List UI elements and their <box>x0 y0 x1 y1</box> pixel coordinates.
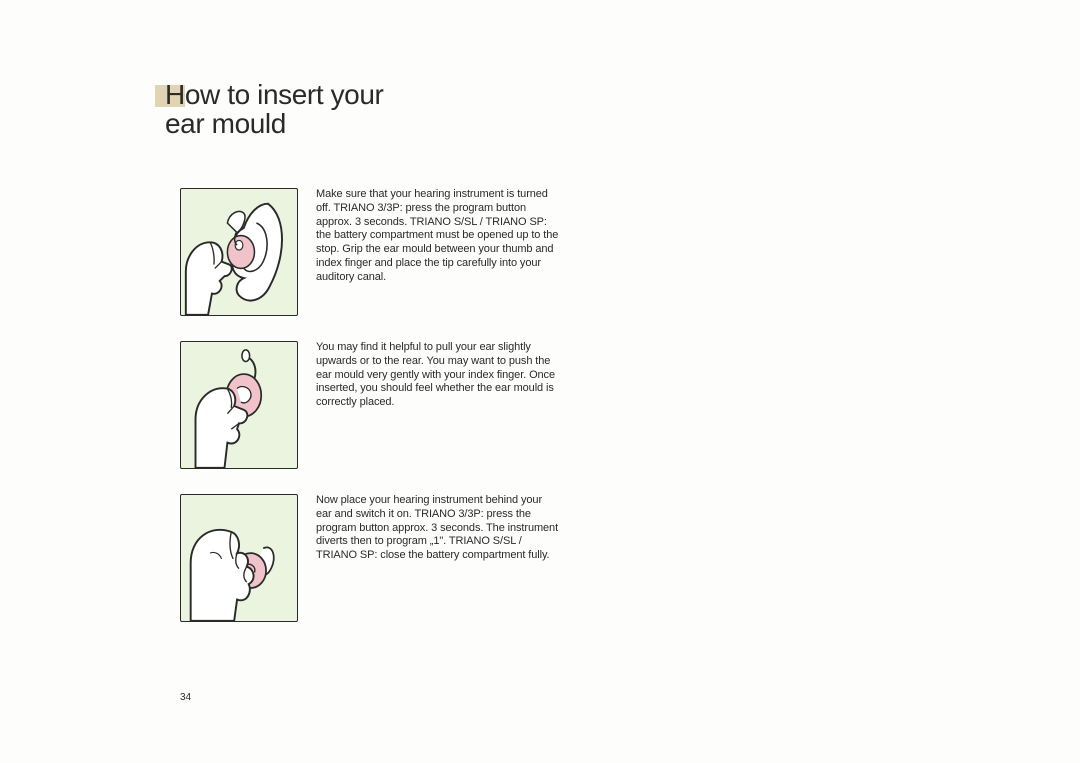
step-1-illustration <box>180 188 298 316</box>
step-2-illustration <box>180 341 298 469</box>
page: How to insert your ear mould <box>0 0 1080 763</box>
step-2: You may find it helpful to pull your ear… <box>180 341 560 469</box>
step-3: Now place your hearing instrument behind… <box>180 494 560 622</box>
page-number: 34 <box>180 692 191 703</box>
page-title: How to insert your ear mould <box>165 80 383 139</box>
earmould-place-icon <box>181 495 297 621</box>
step-3-illustration <box>180 494 298 622</box>
step-2-text: You may find it helpful to pull your ear… <box>316 341 560 410</box>
earmould-insert-icon <box>181 189 297 315</box>
step-1-text: Make sure that your hearing instrument i… <box>316 188 560 284</box>
title-line1: How to insert your <box>165 80 383 109</box>
steps-container: Make sure that your hearing instrument i… <box>180 188 560 647</box>
step-1: Make sure that your hearing instrument i… <box>180 188 560 316</box>
title-line2: ear mould <box>165 109 383 138</box>
step-3-text: Now place your hearing instrument behind… <box>316 494 560 563</box>
earmould-push-icon <box>181 342 297 468</box>
